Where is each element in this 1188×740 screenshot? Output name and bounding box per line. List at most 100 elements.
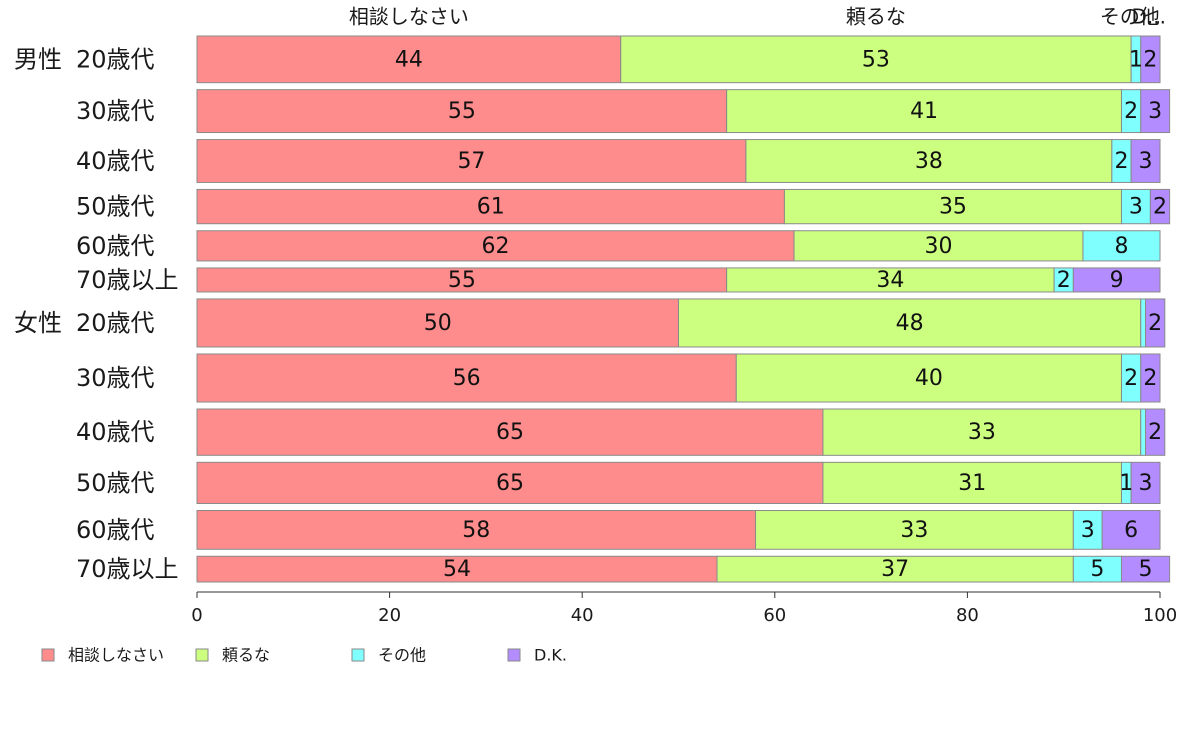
- bar-segment-11-3: [1072, 510, 1103, 550]
- data-label-12-3: 5: [1090, 557, 1104, 582]
- group-label-7: 女性: [14, 309, 62, 337]
- data-label-3-3: 2: [1114, 149, 1128, 174]
- data-label-10-1: 65: [496, 471, 524, 496]
- x-axis: 0 20 40 60 80 100: [191, 591, 1177, 626]
- bar-segment-7-2: [678, 298, 1142, 348]
- bar-segment-11-2: [755, 510, 1074, 550]
- bar-segment-4-2: [783, 188, 1122, 225]
- x-tick-label-3: 40: [571, 605, 594, 626]
- bar-segment-3-1: [196, 139, 747, 183]
- data-label-6-1: 55: [448, 268, 476, 293]
- data-label-4-1: 61: [477, 195, 505, 220]
- bar-segment-10-4: [1130, 461, 1161, 504]
- legend-label-1: 相談しなさい: [68, 646, 164, 665]
- category-label-3: 40歳代: [76, 147, 155, 175]
- data-label-11-2: 33: [900, 518, 928, 543]
- bar-segment-1-2: [620, 35, 1132, 84]
- data-label-1-1: 44: [395, 47, 423, 72]
- category-label-11: 60歳代: [76, 516, 155, 544]
- bar-segment-10-1: [196, 461, 824, 504]
- data-label-4-4: 2: [1153, 195, 1167, 220]
- legend-label-4: D.K.: [534, 646, 567, 665]
- x-tick-label-2: 20: [378, 605, 401, 626]
- bar-segment-7-1: [196, 298, 679, 348]
- data-label-2-3: 2: [1124, 99, 1138, 124]
- legend-swatch-3: [351, 648, 365, 662]
- bar-segment-12-3: [1072, 555, 1122, 583]
- bar-segment-7-4: [1145, 298, 1166, 348]
- legend-swatch-1: [41, 648, 55, 662]
- bar-segment-2-1: [196, 89, 728, 134]
- x-tick-label-6: 100: [1143, 605, 1177, 626]
- bar-segment-4-1: [196, 188, 785, 225]
- bar-segment-2-2: [726, 89, 1122, 134]
- bar-segment-1-1: [196, 35, 622, 84]
- data-label-3-1: 57: [457, 149, 485, 174]
- data-label-4-2: 35: [939, 195, 967, 220]
- legend: 相談しなさい 頼るな その他 D.K.: [41, 646, 567, 665]
- legend-label-3: その他: [378, 646, 426, 665]
- data-label-1-3: 1: [1129, 47, 1143, 72]
- data-label-12-4: 5: [1139, 557, 1153, 582]
- bar-segment-5-3: [1082, 230, 1161, 262]
- category-label-12: 70歳以上: [76, 555, 179, 583]
- bar-segment-3-4: [1130, 139, 1161, 183]
- category-label-4: 50歳代: [76, 193, 155, 221]
- bar-segment-2-4: [1140, 89, 1171, 134]
- bar-segment-3-2: [745, 139, 1113, 183]
- data-label-1-2: 53: [862, 47, 890, 72]
- bar-segment-10-2: [822, 461, 1122, 504]
- data-label-8-3: 2: [1124, 366, 1138, 391]
- top-series-label-4: D...: [1132, 5, 1166, 29]
- x-tick-label-1: 0: [191, 605, 202, 626]
- legend-swatch-4: [507, 648, 521, 662]
- data-label-6-4: 9: [1110, 268, 1124, 293]
- top-series-label-3: その他: [1100, 5, 1160, 29]
- data-label-4-3: 3: [1129, 195, 1143, 220]
- data-label-9-4: 2: [1148, 420, 1162, 445]
- category-label-1: 20歳代: [76, 45, 155, 73]
- group-label-1: 男性: [14, 45, 62, 73]
- data-label-5-1: 62: [482, 234, 510, 259]
- bar-segment-12-4: [1120, 555, 1171, 583]
- data-label-6-3: 2: [1057, 268, 1071, 293]
- category-label-6: 70歳以上: [76, 266, 179, 294]
- data-label-2-1: 55: [448, 99, 476, 124]
- bar-segment-5-2: [793, 230, 1084, 262]
- data-label-1-4: 2: [1143, 47, 1157, 72]
- top-series-label-1: 相談しなさい: [349, 5, 469, 29]
- data-label-10-3: 1: [1119, 471, 1133, 496]
- bar-segment-9-1: [196, 408, 824, 456]
- top-series-label-2: 頼るな: [846, 5, 906, 29]
- bar-segment-6-2: [726, 267, 1055, 293]
- data-label-8-2: 40: [915, 366, 943, 391]
- bar-segment-9-4: [1145, 408, 1166, 456]
- bar-segment-6-4: [1072, 267, 1161, 293]
- data-label-2-2: 41: [910, 99, 938, 124]
- data-label-7-1: 50: [424, 311, 452, 336]
- bar-segment-8-1: [196, 353, 737, 403]
- data-label-8-1: 56: [453, 366, 481, 391]
- bar-segment-11-4: [1101, 510, 1161, 550]
- category-label-10: 50歳代: [76, 469, 155, 497]
- legend-label-2: 頼るな: [222, 646, 270, 665]
- bar-segment-4-4: [1149, 188, 1171, 225]
- data-label-9-1: 65: [496, 420, 524, 445]
- bar-segment-8-4: [1140, 353, 1161, 403]
- data-label-11-1: 58: [462, 518, 490, 543]
- category-label-8: 30歳代: [76, 364, 155, 392]
- bar-segment-7-3: [1140, 298, 1147, 348]
- x-tick-label-4: 60: [763, 605, 786, 626]
- bar-segment-8-2: [735, 353, 1122, 403]
- bar-segment-9-3: [1140, 408, 1147, 456]
- data-label-11-4: 6: [1124, 518, 1138, 543]
- data-label-2-4: 3: [1148, 99, 1162, 124]
- legend-swatch-2: [195, 648, 209, 662]
- data-label-10-2: 31: [958, 471, 986, 496]
- data-label-11-3: 3: [1081, 518, 1095, 543]
- data-label-3-4: 3: [1139, 149, 1153, 174]
- data-label-5-3: 8: [1114, 234, 1128, 259]
